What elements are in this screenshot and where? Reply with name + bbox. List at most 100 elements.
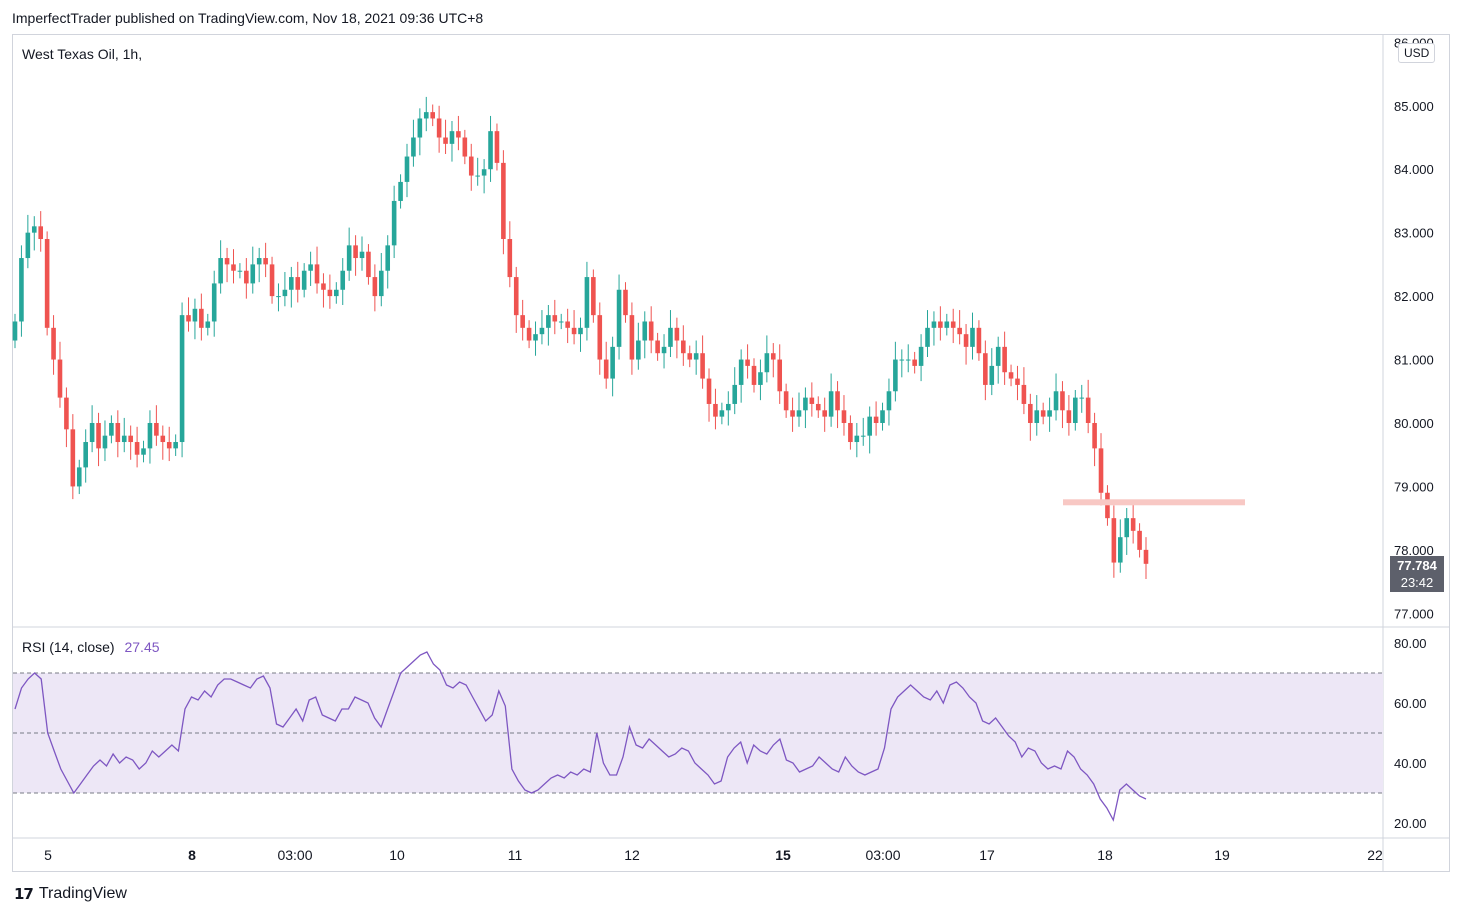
candle-body: [828, 391, 834, 417]
candle-body: [468, 156, 474, 176]
candle-body: [918, 346, 924, 366]
price-axis-label: 83.000: [1394, 226, 1434, 241]
candle-body: [539, 327, 545, 335]
candle-body: [860, 435, 866, 437]
candle-body: [558, 321, 564, 323]
candle-body: [314, 264, 320, 284]
candle-body: [648, 321, 654, 341]
candle-body: [1021, 384, 1027, 404]
resistance-zone: [1063, 499, 1245, 506]
candle-body: [835, 391, 840, 411]
candle-body: [668, 327, 673, 347]
candle-body: [276, 296, 281, 298]
candle-body: [308, 264, 313, 271]
candle-body: [398, 181, 403, 201]
candle-body: [944, 321, 950, 328]
candle-body: [1015, 378, 1020, 385]
time-axis-label: 19: [1214, 847, 1230, 863]
candle-body: [289, 277, 294, 290]
candle-body: [456, 131, 461, 138]
candle-body: [404, 156, 410, 182]
candle-body: [83, 442, 88, 468]
candle-body: [31, 226, 37, 233]
price-axis-label: 84.000: [1394, 162, 1434, 177]
candle-body: [803, 397, 808, 411]
published-caption: ImperfectTrader published on TradingView…: [12, 10, 484, 26]
time-axis-label: 17: [979, 847, 995, 863]
candle-body: [327, 289, 333, 297]
currency-badge[interactable]: USD: [1398, 43, 1436, 63]
candle-body: [12, 321, 18, 341]
candle-body: [38, 226, 44, 240]
candle-body: [1028, 403, 1033, 423]
candle-body: [655, 340, 660, 354]
candle-body: [636, 340, 641, 360]
candle-body: [321, 283, 326, 290]
candle-body: [449, 131, 455, 144]
candle-body: [719, 410, 725, 417]
price-axis-label: 77.000: [1394, 606, 1434, 621]
candle-body: [295, 277, 301, 290]
candle-body: [713, 403, 718, 417]
candle-body: [886, 391, 892, 411]
candle-body: [1047, 410, 1052, 417]
price-axis-label: 81.000: [1394, 353, 1434, 368]
chart-frame: [12, 34, 1450, 872]
candle-body: [526, 327, 532, 341]
candle-body: [584, 277, 590, 328]
candle-body: [51, 327, 56, 360]
candle-body: [115, 422, 121, 443]
candle-body: [1060, 391, 1065, 411]
candle-body: [687, 353, 693, 360]
candle-body: [1085, 397, 1091, 423]
candle-body: [623, 289, 628, 316]
candle-body: [1002, 346, 1007, 373]
brand-name: TradingView: [38, 885, 127, 902]
candle-body: [340, 270, 346, 290]
candle-body: [867, 416, 872, 436]
time-axis-label: 15: [775, 847, 791, 863]
time-axis-label: 03:00: [865, 847, 900, 863]
candle-body: [263, 258, 268, 265]
candle-body: [121, 435, 127, 443]
candle-body: [443, 137, 448, 144]
candle-body: [353, 245, 358, 259]
candle-body: [1008, 372, 1014, 379]
candle-body: [372, 277, 378, 297]
candle-body: [899, 359, 905, 361]
candle-body: [224, 258, 230, 265]
candle-body: [1124, 518, 1130, 538]
price-axis-label: 79.000: [1394, 479, 1434, 494]
rsi-axis-label: 40.00: [1394, 756, 1427, 771]
candle-body: [1079, 397, 1085, 399]
candle-body: [1066, 410, 1072, 423]
candle-body: [411, 137, 416, 157]
candle-body: [436, 118, 442, 138]
candle-body: [976, 327, 982, 354]
candle-body: [565, 321, 570, 328]
chart-title: West Texas Oil, 1h,: [22, 46, 143, 62]
candle-body: [552, 315, 558, 322]
candle-body: [873, 416, 879, 423]
last-price-value: 77.784: [1397, 558, 1437, 573]
candle-body: [89, 422, 95, 443]
candle-body: [1034, 410, 1040, 423]
rsi-legend: RSI (14, close) 27.45: [22, 639, 160, 655]
candle-body: [745, 359, 750, 366]
candle-body: [925, 327, 930, 347]
candle-body: [764, 353, 770, 373]
candle-body: [796, 410, 802, 417]
candle-body: [815, 403, 821, 411]
candle-body: [674, 327, 680, 341]
tradingview-footer[interactable]: 𝟭𝟳 TradingView: [14, 885, 127, 903]
candle-body: [880, 410, 885, 423]
candle-body: [378, 270, 384, 297]
candle-body: [192, 308, 198, 322]
rsi-title: RSI (14, close): [22, 639, 115, 655]
candle-body: [938, 321, 943, 328]
candle-body: [738, 359, 744, 385]
last-price-tag: 77.784 23:42: [1390, 556, 1444, 592]
candle-body: [282, 289, 288, 297]
candle-body: [603, 359, 609, 379]
